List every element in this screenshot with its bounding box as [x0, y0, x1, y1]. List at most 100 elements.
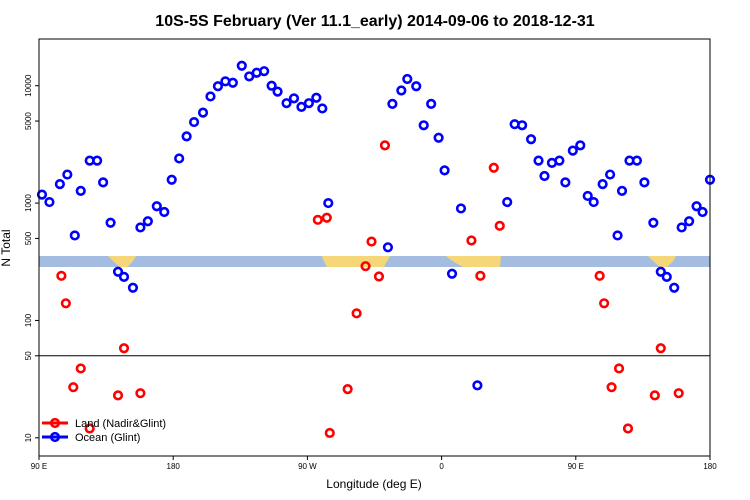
data-point-land: [622, 423, 634, 434]
data-point-land: [649, 390, 660, 401]
data-point-land: [324, 427, 335, 439]
data-point-ocean: [439, 165, 450, 176]
data-point-ocean: [691, 201, 702, 212]
y-tick-label: 50: [24, 351, 33, 360]
data-point-ocean: [418, 120, 429, 131]
x-axis-label: Longitude (deg E): [326, 477, 421, 491]
data-point-land: [655, 343, 666, 354]
data-point-land: [75, 363, 86, 374]
data-point-ocean: [639, 177, 650, 188]
data-point-ocean: [502, 196, 513, 208]
data-point-land: [488, 162, 499, 173]
land-region-maritime-continent-repeat: [648, 256, 676, 267]
y-tick-label: 500: [24, 231, 33, 245]
data-point-ocean: [472, 380, 483, 391]
data-point-ocean: [582, 190, 593, 202]
data-point-land: [56, 270, 67, 281]
data-point-ocean: [433, 132, 444, 143]
data-point-ocean: [684, 216, 695, 227]
data-point-land: [494, 220, 505, 231]
data-point-ocean: [142, 216, 153, 227]
series-layer: [36, 60, 716, 439]
data-point-ocean: [36, 189, 48, 200]
data-point-land: [613, 363, 625, 374]
data-point-ocean: [166, 174, 177, 185]
data-point-ocean: [281, 98, 292, 109]
legend-swatch-marker-ocean: [49, 431, 61, 443]
data-point-ocean: [455, 203, 467, 214]
data-point-ocean: [588, 196, 599, 208]
data-point-ocean: [323, 197, 334, 209]
data-point-land: [135, 388, 146, 399]
y-tick-label: 10000: [24, 74, 33, 97]
x-tick-label: 90 E: [568, 462, 584, 471]
data-point-ocean: [236, 60, 247, 71]
data-point-land: [599, 298, 610, 309]
data-point-ocean: [631, 155, 643, 166]
data-point-ocean: [118, 271, 130, 282]
x-tick-label: 180: [703, 462, 717, 471]
data-point-ocean: [69, 230, 80, 241]
legend-entry-ocean: Ocean (Glint): [42, 431, 140, 444]
data-point-land: [351, 308, 362, 319]
data-point-ocean: [75, 185, 86, 196]
data-point-ocean: [227, 77, 238, 88]
land-region-south-america: [322, 256, 390, 267]
data-point-ocean: [554, 155, 565, 166]
data-point-ocean: [272, 86, 283, 97]
x-axis-ticks: 90 E 180 90 W 0 90 E 180: [31, 456, 717, 471]
data-point-ocean: [533, 155, 544, 166]
data-point-ocean: [127, 282, 139, 293]
legend-entry-land: Land (Nadir&Glint): [42, 417, 166, 430]
legend: Land (Nadir&Glint) Ocean (Glint): [42, 417, 166, 444]
data-point-land: [312, 214, 323, 225]
data-point-ocean: [288, 93, 300, 104]
data-point-land: [475, 270, 486, 281]
y-tick-label: 10: [24, 433, 33, 442]
data-point-ocean: [197, 107, 209, 118]
data-point-ocean: [296, 101, 307, 112]
y-tick-label: 100: [24, 313, 33, 327]
y-axis-ticks: 10 50 100 500 1000 5000 10000: [24, 74, 39, 442]
series-land: [56, 140, 684, 439]
data-point-ocean: [446, 268, 458, 279]
data-point-ocean: [303, 98, 314, 109]
x-tick-label: 0: [439, 462, 444, 471]
data-point-land: [366, 236, 377, 247]
data-point-land: [84, 423, 95, 434]
data-point-ocean: [135, 222, 146, 233]
data-point-ocean: [426, 98, 437, 109]
surface-type-strip: [39, 256, 710, 267]
data-point-land: [466, 235, 477, 246]
data-point-ocean: [604, 169, 616, 180]
data-point-ocean: [259, 66, 270, 77]
data-point-ocean: [311, 92, 322, 103]
data-point-ocean: [597, 179, 608, 190]
data-point-ocean: [317, 103, 328, 114]
data-point-ocean: [98, 177, 109, 188]
data-point-ocean: [44, 196, 55, 208]
data-point-ocean: [560, 177, 571, 188]
legend-swatch-marker-land: [49, 417, 61, 429]
data-point-land: [112, 390, 124, 401]
data-point-land: [379, 140, 391, 151]
x-tick-label: 90 W: [298, 462, 317, 471]
data-point-land: [673, 388, 684, 399]
land-region-africa: [446, 256, 501, 267]
data-point-ocean: [105, 217, 116, 228]
data-point-ocean: [697, 206, 708, 218]
data-point-ocean: [159, 206, 170, 218]
chart-title: 10S-5S February (Ver 11.1_early) 2014-09…: [155, 13, 594, 30]
data-point-land: [606, 382, 617, 393]
data-point-ocean: [188, 116, 200, 128]
data-point-ocean: [387, 98, 398, 109]
data-point-ocean: [396, 85, 407, 96]
data-point-ocean: [62, 169, 73, 180]
data-point-ocean: [411, 81, 422, 92]
data-point-land: [360, 261, 371, 272]
data-point-land: [118, 343, 130, 354]
data-point-land: [373, 271, 385, 282]
series-ocean: [36, 60, 716, 391]
data-point-ocean: [575, 140, 586, 151]
